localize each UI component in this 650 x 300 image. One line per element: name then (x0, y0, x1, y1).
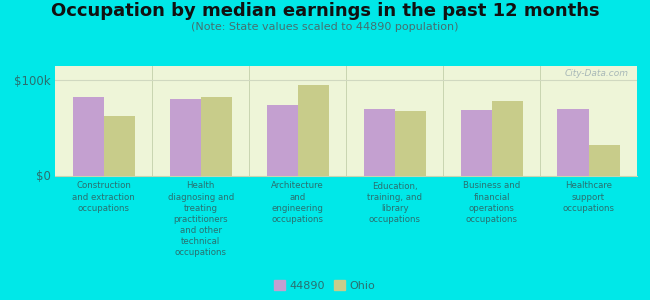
Text: Business and
financial
operations
occupations: Business and financial operations occupa… (463, 182, 520, 224)
Bar (170, 99, 201, 176)
Bar (73, 98, 104, 176)
Bar (395, 111, 426, 176)
Legend: 44890, Ohio: 44890, Ohio (272, 278, 378, 293)
Bar (558, 109, 588, 176)
Text: Occupation by median earnings in the past 12 months: Occupation by median earnings in the pas… (51, 2, 599, 20)
Bar (266, 105, 298, 176)
Bar (588, 145, 619, 176)
Text: Education,
training, and
library
occupations: Education, training, and library occupat… (367, 182, 422, 224)
Text: Health
diagnosing and
treating
practitioners
and other
technical
occupations: Health diagnosing and treating practitio… (168, 182, 234, 257)
Text: Construction
and extraction
occupations: Construction and extraction occupations (72, 182, 135, 213)
Bar (104, 116, 135, 176)
Bar (201, 98, 231, 176)
Text: City-Data.com: City-Data.com (564, 69, 629, 78)
Bar (461, 110, 491, 176)
Bar (491, 101, 523, 176)
Text: Architecture
and
engineering
occupations: Architecture and engineering occupations (271, 182, 324, 224)
Bar (363, 109, 395, 176)
Bar (298, 85, 329, 176)
Text: (Note: State values scaled to 44890 population): (Note: State values scaled to 44890 popu… (191, 22, 459, 32)
Text: Healthcare
support
occupations: Healthcare support occupations (562, 182, 614, 213)
